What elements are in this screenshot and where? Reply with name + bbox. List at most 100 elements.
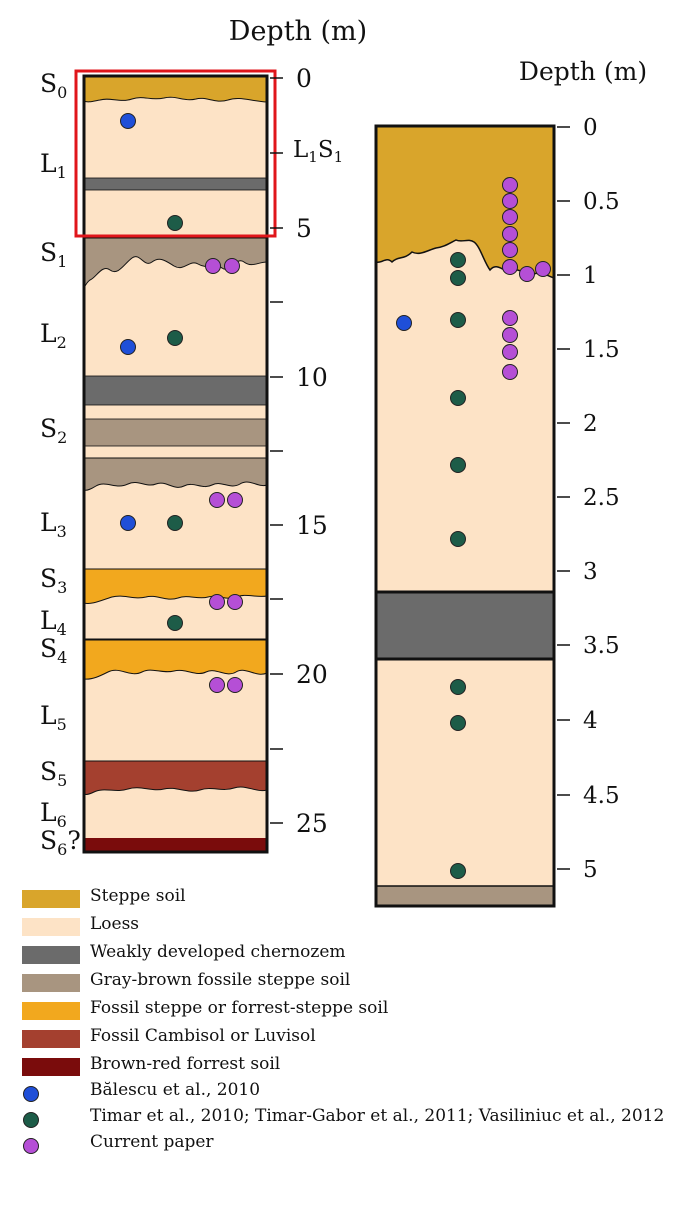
l1s1-label: L1S1 [293,137,343,166]
left-samples [120,113,243,693]
unit-labels: S0 L1 S1 L2 S2 L3 S3 L4 S4 L5 S5 L6 S6? [40,69,81,859]
balescu-sample-dot [120,515,136,531]
left-tick-label: 15 [296,511,328,540]
legend-label: Loess [90,914,140,934]
left-s0-layer [83,75,268,103]
current-sample-dot [502,259,518,275]
left-depth-axis: Depth (m) 0 5 10 15 20 25 L1S1 [229,16,367,838]
legend-marker-dot [23,1138,39,1154]
legend-swatch [22,946,80,964]
current-sample-dot [205,258,221,274]
legend-swatch-row: Brown-red forrest soil [22,1052,692,1080]
timar-sample-dot [450,715,466,731]
current-sample-dot [209,492,225,508]
current-sample-dot [502,344,518,360]
current-sample-dot [209,677,225,693]
unit-label: S1 [40,238,67,271]
current-sample-dot [502,209,518,225]
right-tick-label: 2.5 [583,485,620,511]
current-sample-dot [502,177,518,193]
left-s6-layer [84,838,267,852]
right-tick-label: 4 [583,708,598,734]
unit-label: S0 [40,69,67,102]
right-profile [374,124,556,908]
right-tick-label: 3 [583,559,598,585]
unit-label: S6? [40,826,81,859]
timar-sample-dot [167,615,183,631]
unit-label: S5 [40,757,67,790]
current-sample-dot [227,677,243,693]
right-tick-label: 5 [583,857,598,883]
legend-label: Current paper [90,1132,214,1152]
timar-sample-dot [167,330,183,346]
timar-sample-dot [450,679,466,695]
legend-marker-row: Current paper [22,1132,692,1158]
timar-sample-dot [450,457,466,473]
timar-sample-dot [450,863,466,879]
timar-sample-dot [450,312,466,328]
unit-label: L2 [40,319,67,352]
current-sample-dot [502,193,518,209]
right-tick-label: 1.5 [583,337,620,363]
current-sample-dot [227,594,243,610]
right-tick-label: 0.5 [583,189,620,215]
unit-label: L1 [40,149,67,182]
left-s2-layer [83,418,268,447]
unit-label: S2 [40,414,67,447]
timar-sample-dot [450,270,466,286]
current-sample-dot [502,327,518,343]
right-bottom-layer [376,886,554,906]
legend-swatch-row: Gray-brown fossile steppe soil [22,968,692,996]
legend-swatch [22,918,80,936]
right-tick-label: 3.5 [583,633,620,659]
left-tick-label: 10 [296,363,328,392]
current-sample-dot [224,258,240,274]
legend-swatch [22,1002,80,1020]
legend-label: Bălescu et al., 2010 [90,1080,261,1100]
balescu-sample-dot [120,339,136,355]
legend-marker-dot [23,1086,39,1102]
legend-label: Weakly developed chernozem [90,942,346,962]
right-tick-label: 1 [583,263,598,289]
left-profile [74,69,277,854]
left-profile-outline [82,74,269,854]
balescu-sample-dot [120,113,136,129]
timar-sample-dot [450,252,466,268]
unit-label: L3 [40,508,67,541]
legend: Steppe soil Loess Weakly developed chernoz… [22,884,692,1158]
legend-label: Steppe soil [90,886,186,906]
unit-label: S4 [40,634,67,667]
legend-marker-row: Timar et al., 2010; Timar-Gabor et al., … [22,1106,692,1132]
legend-swatch-row: Weakly developed chernozem [22,940,692,968]
unit-label: S3 [40,564,67,597]
current-sample-dot [209,594,225,610]
left-s5-layer [83,760,268,795]
left-tick-label: 0 [296,64,312,93]
legend-label: Timar et al., 2010; Timar-Gabor et al., … [90,1106,665,1126]
right-depth-title: Depth (m) [519,57,647,86]
legend-label: Fossil steppe or forrest-steppe soil [90,998,389,1018]
balescu-sample-dot [396,315,412,331]
left-l2-band [83,375,268,406]
legend-swatch [22,1030,80,1048]
legend-label: Fossil Cambisol or Luvisol [90,1026,316,1046]
current-sample-dot [502,226,518,242]
current-sample-dot [519,266,535,282]
unit-label: L6 [40,798,67,831]
right-tick-label: 2 [583,411,598,437]
current-sample-dot [502,364,518,380]
left-tick-label: 5 [296,214,312,243]
unit-label: L5 [40,701,67,734]
legend-swatch-row: Fossil Cambisol or Luvisol [22,1024,692,1052]
left-depth-title: Depth (m) [229,16,367,47]
right-samples [396,177,551,879]
legend-swatch-row: Steppe soil [22,884,692,912]
current-sample-dot [227,492,243,508]
current-sample-dot [502,242,518,258]
legend-label: Gray-brown fossile steppe soil [90,970,351,990]
timar-sample-dot [450,531,466,547]
timar-sample-dot [167,215,183,231]
current-sample-dot [502,310,518,326]
left-l3-top-layer [83,457,268,491]
